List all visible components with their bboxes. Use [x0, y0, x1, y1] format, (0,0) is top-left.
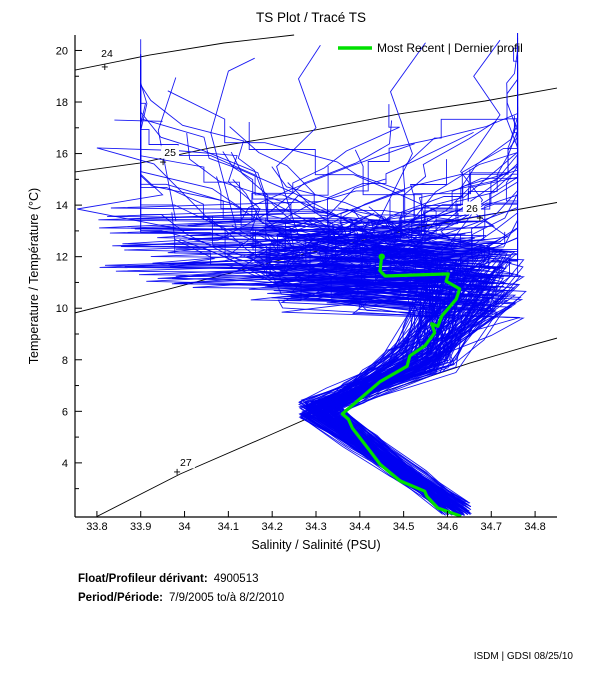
- y-tick-label: 20: [56, 45, 68, 57]
- isopycnal-25-anchor-mark: [160, 159, 167, 166]
- isopycnal-24-line: [75, 34, 295, 71]
- profile-ensemble: [98, 33, 527, 517]
- y-tick-label: 16: [56, 149, 68, 161]
- footer-float-line: Float/Profileur dérivant: 4900513: [78, 573, 259, 585]
- x-tick-label: 34.4: [349, 521, 370, 533]
- axes: 33.8 33.9 34 34.1 34.2 34.3 34.4 34.5 34.6 34.7 34…: [56, 35, 557, 533]
- x-axis-label: Salinity / Salinité (PSU): [251, 538, 380, 552]
- profile-line: [140, 59, 525, 504]
- outlier-profile-line: [368, 42, 426, 242]
- legend-label: Most Recent | Dernier profil: [377, 41, 523, 55]
- outlier-profile-line: [157, 77, 177, 221]
- isopycnal-27-label-bg: [176, 455, 195, 469]
- y-tick-label: 12: [56, 252, 68, 264]
- most-recent-start-marker: [378, 253, 385, 260]
- isopycnal-26-label-bg: [462, 201, 481, 215]
- x-tick-label: 33.9: [130, 521, 151, 533]
- x-tick-label: 34.6: [437, 521, 458, 533]
- x-tick-label: 34: [178, 521, 190, 533]
- isopycnal-26-label: 26: [466, 203, 478, 215]
- profile-line: [128, 126, 515, 513]
- isopycnal-24-label: 24: [101, 48, 113, 60]
- x-tick-label: 34.1: [218, 521, 239, 533]
- outlier-profile-line: [276, 45, 321, 237]
- profile-line: [265, 198, 469, 509]
- profile-line: [169, 64, 519, 511]
- isopycnal-24-label-bg: [97, 46, 116, 60]
- profile-line: [222, 151, 491, 510]
- x-tick-label: 33.8: [86, 521, 107, 533]
- x-tick-label: 34.7: [481, 521, 502, 533]
- profile-line: [297, 238, 445, 503]
- isopycnal-25-label-bg: [161, 145, 180, 159]
- y-axis-label: Temperature / Température (°C): [27, 188, 41, 364]
- profile-line: [249, 240, 461, 503]
- profile-line: [247, 225, 488, 503]
- isopycnal-27-anchor-mark: [174, 468, 181, 475]
- outlier-profile-line: [114, 119, 163, 122]
- isopycnal-25-label: 25: [164, 147, 176, 159]
- y-tick-label: 10: [56, 303, 68, 315]
- isopycnal-26-anchor-mark: [476, 215, 483, 222]
- x-tick-label: 34.3: [305, 521, 326, 533]
- isopycnal-27-label: 27: [180, 457, 192, 469]
- isopycnal-24-anchor-mark: [101, 63, 108, 70]
- most-recent-line: [340, 255, 462, 518]
- y-tick-label: 18: [56, 97, 68, 109]
- profile-line: [230, 151, 469, 515]
- isopycnal-labels: 24 25 26 27: [97, 46, 483, 475]
- x-tick-label: 34.8: [524, 521, 545, 533]
- y-tick-label: 14: [56, 200, 68, 212]
- x-tick-label: 34.2: [261, 521, 282, 533]
- outlier-profile-line: [77, 173, 176, 229]
- watermark: ISDM | GDSI 08/25/10: [474, 651, 574, 662]
- profile-line: [138, 123, 519, 507]
- outlier-profile-line: [210, 57, 255, 232]
- footer-float-label: Float/Profileur dérivant:: [78, 573, 208, 585]
- footer-period-label: Period/Période:: [78, 592, 163, 604]
- footer-period-value: 7/9/2005 to/à 8/2/2010: [169, 592, 284, 604]
- y-tick-label: 6: [62, 406, 68, 418]
- profile-line: [168, 238, 487, 503]
- profile-line: [207, 216, 513, 511]
- profile-line: [110, 201, 516, 510]
- x-tick-label: 34.5: [393, 521, 414, 533]
- profile-line: [248, 238, 517, 515]
- footer-period-line: Period/Période: 7/9/2005 to/à 8/2/2010: [78, 592, 284, 604]
- most-recent-profile: [340, 253, 462, 518]
- y-tick-label: 4: [62, 458, 68, 470]
- profile-line: [174, 33, 519, 510]
- profile-line: [264, 241, 491, 507]
- isopycnal-25-line: [75, 87, 557, 173]
- profile-line: [104, 232, 495, 515]
- profile-line: [131, 104, 451, 509]
- y-tick-label: 8: [62, 355, 68, 367]
- plot-title: TS Plot / Tracé TS: [256, 10, 366, 25]
- footer-float-value: 4900513: [214, 573, 259, 585]
- legend: Most Recent | Dernier profil: [338, 41, 523, 55]
